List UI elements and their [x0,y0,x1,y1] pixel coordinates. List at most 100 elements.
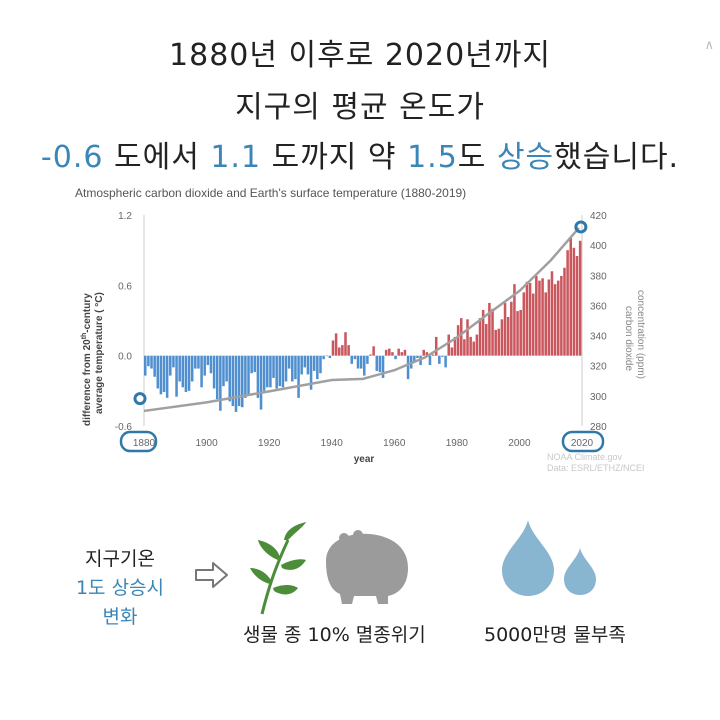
end-temp-value: 1.1 [210,140,262,175]
temperature-bar [556,280,560,356]
temperature-bar [453,336,457,356]
temperature-bar [444,355,447,368]
temperature-bar [488,302,491,356]
temperature-bar [384,349,388,356]
temperature-bar [434,336,438,356]
headline-line-2: 지구의 평균 온도가 [235,90,485,125]
temperature-bar [425,352,429,356]
start-point-marker [133,392,147,406]
x-tick-label: 1940 [321,438,344,449]
y-tick-label: -0.6 [115,422,133,433]
temperature-bar [234,355,238,412]
temperature-bar [525,281,529,356]
y2-tick-label: 380 [590,271,607,282]
y-tick-label: 1.2 [118,211,132,222]
temperature-bar [550,271,554,356]
temperature-bar [569,237,573,356]
temperature-bar [394,355,397,360]
temperature-bar [431,354,435,356]
temperature-bar [381,355,385,378]
temperature-bar [344,332,347,356]
temperature-bar [506,316,510,356]
rise-word: 상승 [496,140,555,175]
temperature-bar [469,336,472,356]
temperature-bar [463,339,466,356]
temperature-bar [519,309,522,356]
svg-text:difference from 20th-century: difference from 20th-century [81,293,93,426]
temperature-bar [200,355,203,388]
temperature-bar [150,355,153,369]
y2-tick-label: 400 [590,241,607,252]
temperature-bar [165,355,169,398]
temperature-bar [472,341,476,356]
temperature-bar [187,355,191,391]
temperature-bar [494,329,497,356]
temperature-bar [438,355,441,364]
temperature-bar [366,355,369,364]
temperature-bar [566,250,569,356]
temperature-bar [378,355,382,373]
temperature-bar [262,355,266,391]
x-tick-label: 2000 [508,438,531,449]
temperature-bar [306,355,310,375]
temperature-bar [363,355,366,376]
temperature-bar [309,355,313,390]
temperature-bar [203,355,206,376]
temperature-bar [541,278,544,356]
temperature-bar [375,355,379,371]
temperature-bar [225,355,228,382]
temperature-bar [481,309,485,356]
temperature-bar [516,311,519,356]
temperature-bar [175,355,178,397]
temperature-bar [356,355,360,369]
headline-line-1: 1880년 이후로 2020년까지 [169,38,551,73]
temperature-bar [503,302,507,356]
temperature-bar [413,355,416,363]
y-tick-label: 0.0 [118,352,132,363]
temperature-bar [416,355,419,359]
x-tick-label: 1900 [195,438,218,449]
corner-mark: ∧ [704,38,714,53]
temperature-bar [297,355,300,398]
chart-svg: 1880 1900 1920 1940 1960 1980 2000 2020 1.2 0.6 0.… [81,211,646,473]
temperature-bar [316,355,319,380]
temperature-bar [172,355,175,368]
temperature-bar [312,355,316,371]
temperature-bar [240,355,244,408]
y-axis-label-part: difference from 20 [82,339,93,426]
headline-text: 도에서 [103,140,211,175]
y2-axis-label: carbon dioxide concentration (ppm) [623,290,646,379]
y2-axis-label-line-1: carbon dioxide [623,306,634,371]
warming-label-line: 지구기온 [85,548,155,570]
temperature-bar [303,355,307,368]
temperature-bars [144,237,582,412]
temperature-bar [206,355,210,366]
temperature-bar [222,355,225,387]
water-drop-icon [498,518,618,602]
temperature-bar [194,355,197,369]
y2-axis-label-line-2: concentration (ppm) [635,290,646,379]
temperature-bar [231,355,235,407]
temperature-bar [450,347,454,356]
x-tick-label: 1980 [446,438,469,449]
temperature-bar [212,355,216,389]
temperature-bar [244,355,247,398]
y2-tick-label: 280 [590,422,607,433]
warming-label-line: 변화 [102,606,138,628]
y2-tick-label: 340 [590,332,607,343]
temperature-bar [228,355,231,402]
temperature-bar [353,355,357,360]
y2-tick-label: 360 [590,301,607,312]
temperature-bar [447,334,450,356]
temperature-bar [388,348,391,356]
x-tick-label: 2020 [571,438,594,449]
temperature-bar [219,355,222,411]
start-temp-value: -0.6 [40,140,104,175]
temperature-bar [397,348,400,356]
temperature-bar [328,355,332,359]
y2-tick-label: 300 [590,392,607,403]
headline-line-3: -0.6 도에서 1.1 도까지 약 1.5도 상승했습니다. [0,132,720,176]
temperature-bar [269,355,272,388]
temperature-bar [350,355,354,364]
temperature-bar [281,355,285,388]
